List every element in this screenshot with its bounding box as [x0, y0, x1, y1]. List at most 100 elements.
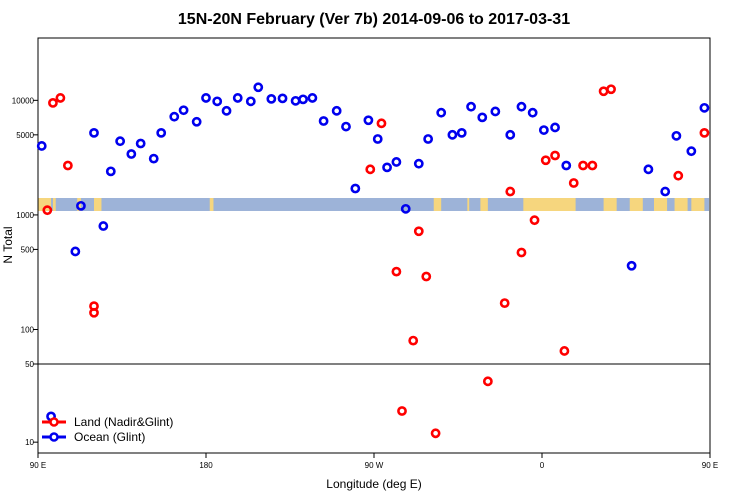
ocean-point [516, 101, 527, 112]
land-point [397, 406, 407, 416]
ocean-point [456, 127, 467, 138]
map-strip-land [674, 198, 688, 211]
map-strip-land [209, 198, 214, 211]
ocean-point [135, 138, 146, 149]
map-strip-land [480, 198, 488, 211]
ocean-point [391, 157, 402, 167]
land-point [550, 150, 560, 161]
ocean-point [331, 105, 342, 116]
ocean-point [699, 102, 710, 113]
ocean-point [538, 125, 549, 135]
map-strip-land [691, 198, 705, 211]
ocean-point [178, 105, 189, 116]
ocean-point [232, 93, 243, 103]
y-tick-label: 100 [21, 326, 35, 335]
ocean-point [212, 96, 223, 107]
ocean-point [318, 116, 329, 126]
ocean-point [382, 162, 392, 173]
land-point [578, 160, 588, 171]
ocean-point [76, 200, 86, 211]
map-strip-land [467, 198, 470, 211]
land-point [430, 428, 441, 439]
ocean-point [221, 105, 232, 116]
land-point [365, 164, 376, 175]
ocean-point [298, 94, 308, 105]
y-tick-label: 10 [25, 438, 34, 447]
ocean-point [423, 134, 434, 144]
y-tick-label: 500 [21, 245, 35, 254]
ocean-point [466, 101, 476, 112]
land-point [587, 160, 598, 171]
land-point [516, 247, 527, 258]
land-point [55, 93, 66, 103]
legend-land-marker [49, 417, 59, 427]
map-strip-land [52, 198, 56, 211]
ocean-point [98, 221, 109, 231]
ocean-point [477, 112, 488, 123]
land-point [421, 271, 432, 282]
land-point [408, 335, 419, 346]
map-strip [38, 198, 709, 211]
x-tick-label: 180 [199, 461, 213, 470]
ocean-point [266, 93, 277, 104]
y-axis-label: N Total [1, 226, 15, 263]
ocean-point [307, 93, 318, 103]
ocean-point [105, 166, 116, 177]
y-axis: 50 100 500 1000 5000 10000 10 [12, 96, 38, 447]
data-points [36, 82, 710, 439]
x-tick-label: 90 E [702, 461, 718, 470]
ocean-point [341, 121, 351, 132]
x-tick-label: 90 W [365, 461, 384, 470]
ocean-point [350, 183, 361, 194]
ocean-point [201, 93, 211, 103]
ocean-point [70, 246, 81, 257]
x-tick-label: 0 [540, 461, 545, 470]
ocean-point [660, 186, 671, 197]
legend-ocean-marker [49, 432, 59, 442]
ocean-point [671, 130, 682, 141]
ocean-point [148, 153, 159, 164]
ocean-point [191, 116, 202, 127]
land-point [568, 178, 579, 188]
y-tick-label: 1000 [16, 211, 34, 220]
ocean-point [436, 107, 447, 118]
ocean-point [126, 149, 137, 159]
ocean-point [290, 95, 301, 106]
chart-title: 15N-20N February (Ver 7b) 2014-09-06 to … [178, 11, 570, 28]
land-point [48, 97, 58, 108]
y-tick-label: 5000 [16, 131, 34, 140]
ocean-point [527, 107, 538, 118]
land-point [482, 376, 493, 387]
x-tick-label: 90 E [30, 461, 46, 470]
land-point [673, 170, 684, 181]
ocean-point [372, 134, 383, 144]
map-strip-land [94, 198, 102, 211]
map-strip-land [433, 198, 442, 211]
ocean-point [169, 111, 180, 122]
ocean-point [447, 129, 458, 140]
land-point [505, 186, 516, 197]
land-point [529, 215, 540, 226]
ocean-point [490, 106, 501, 117]
ocean-point [550, 122, 560, 133]
map-strip-land [77, 198, 81, 211]
land-point [699, 127, 710, 138]
ocean-point [505, 129, 516, 140]
ocean-point [413, 158, 424, 169]
map-strip-land [654, 198, 668, 211]
x-axis-label: Longitude (deg E) [326, 477, 421, 491]
land-point [499, 298, 510, 309]
land-point [540, 155, 551, 166]
ocean-point [89, 127, 99, 138]
ocean-point [561, 160, 572, 171]
legend: Land (Nadir&Glint) Ocean (Glint) [42, 415, 173, 444]
ocean-point [277, 93, 288, 104]
land-point [606, 84, 616, 95]
land-point [598, 86, 609, 97]
land-point [391, 266, 402, 277]
land-point [42, 205, 53, 216]
land-point [376, 118, 387, 129]
land-point [62, 160, 73, 171]
map-strip-land [603, 198, 617, 211]
